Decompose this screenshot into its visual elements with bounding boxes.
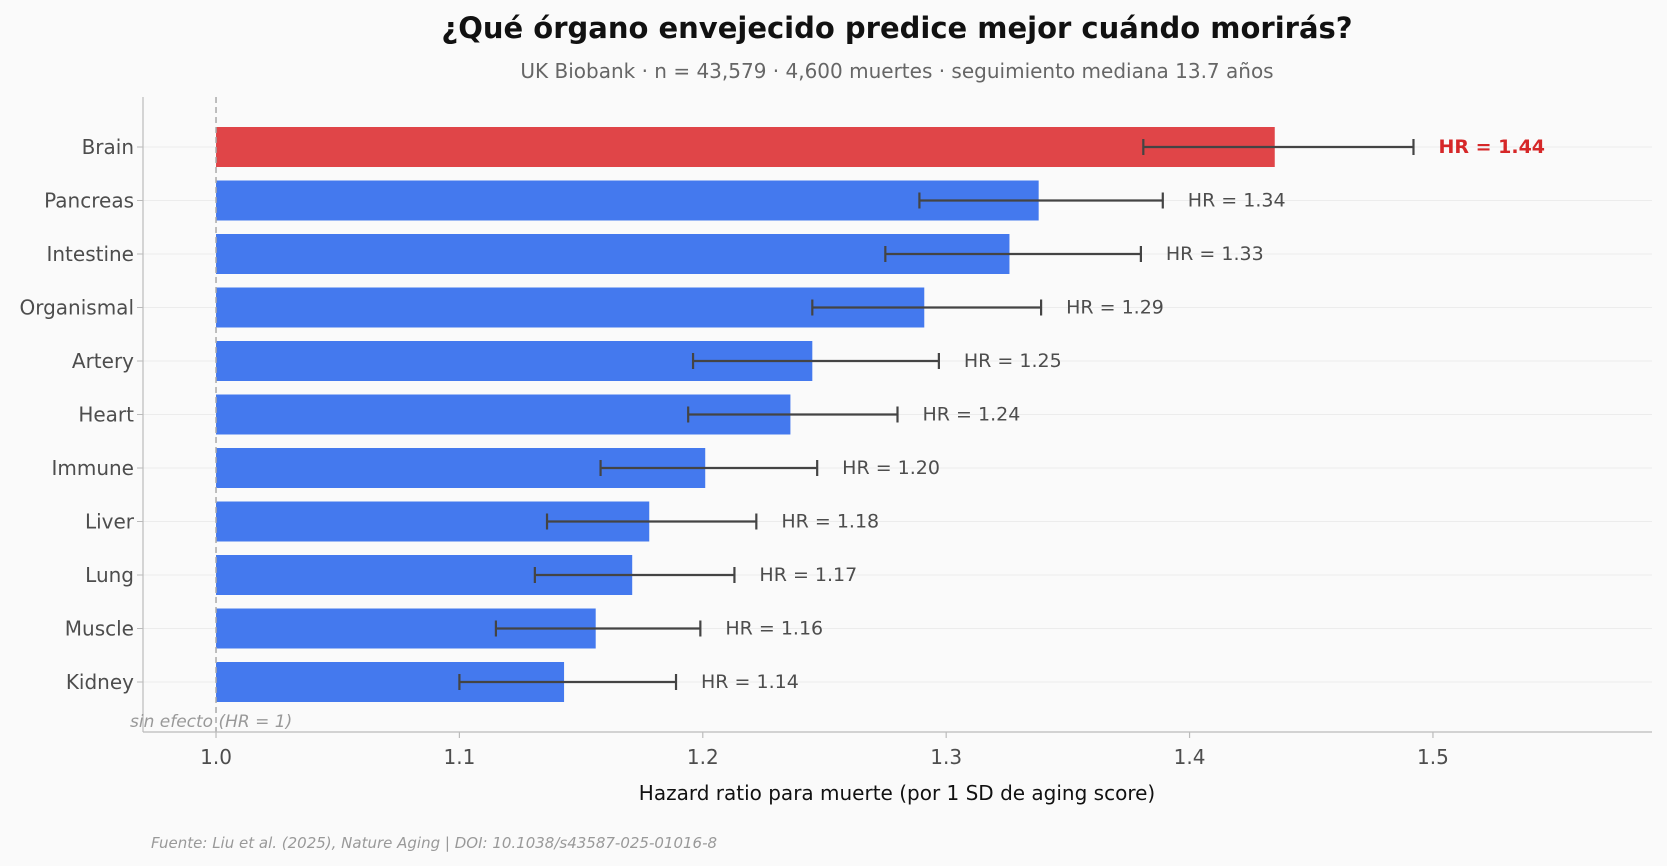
error-bar-muscle <box>494 620 702 637</box>
bar-intestine <box>216 234 1010 274</box>
bar-organismal <box>216 287 925 328</box>
value-label-muscle: HR = 1.16 <box>725 618 823 640</box>
x-tick-label: 1.2 <box>687 745 719 769</box>
category-label-pancreas: Pancreas <box>44 189 134 213</box>
category-label-organismal: Organismal <box>19 296 134 320</box>
x-tick-label: 1.3 <box>930 745 962 769</box>
value-label-liver: HR = 1.18 <box>781 511 879 533</box>
source-note: Fuente: Liu et al. (2025), Nature Aging … <box>151 834 717 852</box>
error-bar-kidney <box>458 674 678 690</box>
error-bar-lung <box>533 567 736 583</box>
value-label-lung: HR = 1.17 <box>759 564 857 586</box>
bars <box>216 127 1275 702</box>
bar-pancreas <box>216 180 1039 221</box>
value-label-organismal: HR = 1.29 <box>1066 297 1164 319</box>
value-labels: HR = 1.44 HR = 1.34 HR = 1.33 HR = 1.29 HR =… <box>701 136 1545 693</box>
value-label-kidney: HR = 1.14 <box>701 671 799 693</box>
category-label-heart: Heart <box>78 403 134 427</box>
error-bar-brain <box>1142 139 1415 155</box>
x-tick-label: 1.5 <box>1417 745 1449 769</box>
category-labels: Brain Pancreas Intestine Organismal Artery He… <box>19 135 143 694</box>
value-label-intestine: HR = 1.33 <box>1166 243 1264 265</box>
reference-line-label: sin efecto (HR = 1) <box>130 712 292 732</box>
chart-title: ¿Qué órgano envejecido predice mejor cuá… <box>441 11 1352 45</box>
chart-subtitle: UK Biobank · n = 43,579 · 4,600 muertes … <box>520 59 1273 83</box>
x-tick-labels: 1.0 1.1 1.2 1.3 1.4 1.5 <box>200 732 1449 769</box>
error-bar-pancreas <box>918 192 1164 209</box>
category-label-liver: Liver <box>85 510 135 534</box>
category-label-muscle: Muscle <box>65 617 134 641</box>
x-tick-label: 1.1 <box>443 745 475 769</box>
value-label-heart: HR = 1.24 <box>923 404 1021 426</box>
category-label-immune: Immune <box>51 456 134 480</box>
value-label-pancreas: HR = 1.34 <box>1188 190 1286 212</box>
x-axis-label: Hazard ratio para muerte (por 1 SD de ag… <box>639 781 1155 805</box>
error-bar-intestine <box>884 246 1142 262</box>
x-tick-label: 1.4 <box>1174 745 1206 769</box>
value-label-brain: HR = 1.44 <box>1438 136 1545 158</box>
category-label-intestine: Intestine <box>46 242 134 266</box>
value-label-artery: HR = 1.25 <box>964 350 1062 372</box>
category-label-brain: Brain <box>82 135 134 159</box>
value-label-immune: HR = 1.20 <box>842 457 940 479</box>
error-bar-heart <box>687 406 899 423</box>
x-tick-label: 1.0 <box>200 745 232 769</box>
category-label-artery: Artery <box>72 349 134 373</box>
category-label-lung: Lung <box>85 563 134 587</box>
error-bar-organismal <box>811 299 1043 316</box>
bar-brain <box>216 127 1275 167</box>
error-bar-artery <box>691 353 940 369</box>
error-bar-immune <box>599 460 819 476</box>
error-bar-liver <box>545 513 758 530</box>
error-bars <box>458 139 1415 690</box>
category-label-kidney: Kidney <box>66 670 134 694</box>
